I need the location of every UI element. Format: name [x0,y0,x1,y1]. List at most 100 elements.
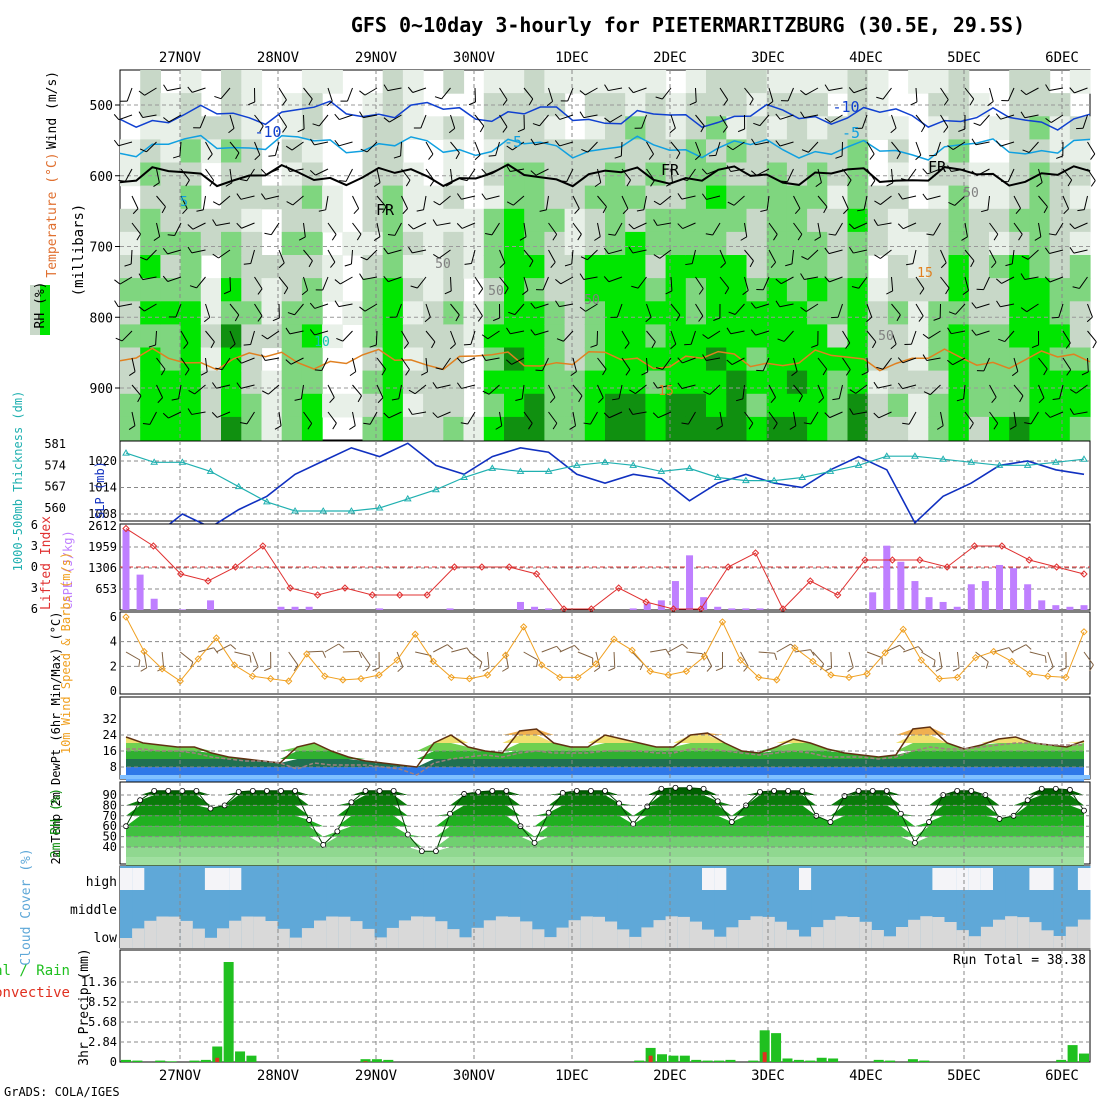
cape-bar [531,607,538,610]
low-cloud-cell [896,927,909,948]
rh-cell [827,301,848,325]
cape-bar [151,599,158,610]
rh-cell [807,93,828,117]
rh2m-point [997,816,1002,821]
rh2m-point [1039,786,1044,791]
cape-bar [447,608,454,610]
rh-cell [726,186,747,210]
rh-cell [403,255,424,279]
rh-cell [1070,324,1091,348]
clear-high-cell [1042,868,1055,890]
rh-cell [1029,70,1050,94]
rh-cell [726,348,747,372]
rh-cell [645,417,666,441]
li-tick-label: 6 [31,602,38,616]
rh-cell [1029,417,1050,441]
low-cloud-cell [520,921,533,948]
rh-cell [140,301,161,325]
rh-cell [908,209,929,233]
thickness-tick-label: 560 [44,501,66,515]
rh-cell [241,70,262,94]
rh-cell [969,232,990,256]
rh-cell [726,70,747,94]
rh-cell [645,324,666,348]
rh-cell [928,301,949,325]
rh2m-point [180,788,185,793]
cape-bar [630,608,637,610]
rh-cell [585,324,606,348]
li-tick-label: 3 [31,581,38,595]
rh-cell [706,371,727,395]
wind-barb [451,277,452,291]
rh-cell [524,417,545,441]
rh2m-point [236,789,241,794]
clear-high-cell [217,868,230,890]
rh-cell [403,232,424,256]
rh-cell [989,232,1010,256]
contour-label: FR [661,161,680,179]
wind-barb-flag [315,370,322,371]
low-cloud-cell [1029,922,1042,948]
rh-cell [1029,232,1050,256]
rh-cell [747,371,768,395]
rh-cell [221,278,242,302]
rh-cell [666,139,687,163]
rh-cell [565,232,586,256]
low-cloud-cell [981,927,994,948]
rh-cell [484,209,505,233]
rh-cell [625,255,646,279]
low-cloud-cell [484,920,497,948]
rh-cell [787,232,808,256]
cloud-cells [120,866,1091,948]
rh-cell [484,70,505,94]
rh-cell [241,278,262,302]
rh-cell [989,186,1010,210]
rh-cell [666,116,687,140]
rh-cell [504,394,525,418]
li-axis-label: Lifted Index [39,516,54,610]
precip-total-bar [703,1061,713,1062]
contour-label: -10 [832,98,859,116]
rh-cell [544,209,565,233]
cape-bar [926,597,933,610]
rh-cell [140,324,161,348]
pressure-tick-label: 600 [90,170,113,185]
rh-cell [868,417,889,441]
rh-cell [1029,301,1050,325]
rh-cell [827,186,848,210]
rh-cell [282,394,303,418]
rh-cell [140,394,161,418]
rh-cell [848,255,869,279]
rh2m-point [532,840,537,845]
rh-cell [989,209,1010,233]
low-cloud-cell [678,917,691,948]
low-cloud-cell [241,917,254,949]
cloud-cell [884,866,897,948]
rh-cell [383,301,404,325]
cape-bar [179,609,186,610]
rh2m-point [433,849,438,854]
rh-cell [524,116,545,140]
rh-cell [848,324,869,348]
rh2m-point [715,799,720,804]
wind-tick-label: 6 [110,610,117,624]
rh-cell [443,324,464,348]
rh-cell [767,186,788,210]
rh-cell [282,324,303,348]
rh-cell [585,186,606,210]
rh-cell [524,394,545,418]
rh-cell [908,278,929,302]
rh2m-axis-label: 2m RH (%) [49,788,64,858]
rh-cell [120,371,141,395]
rh-cell [787,186,808,210]
low-cloud-cell [775,922,788,948]
low-cloud-cell [605,922,618,949]
temp-tick-label: 32 [103,712,117,726]
rh2m-point [701,786,706,791]
precip-total-bar [224,962,234,1062]
rh2m-point [1067,787,1072,792]
thickness-tick-label: 567 [44,480,66,494]
rh-cell [383,324,404,348]
rh-cell [201,417,222,441]
rh-cell [827,348,848,372]
